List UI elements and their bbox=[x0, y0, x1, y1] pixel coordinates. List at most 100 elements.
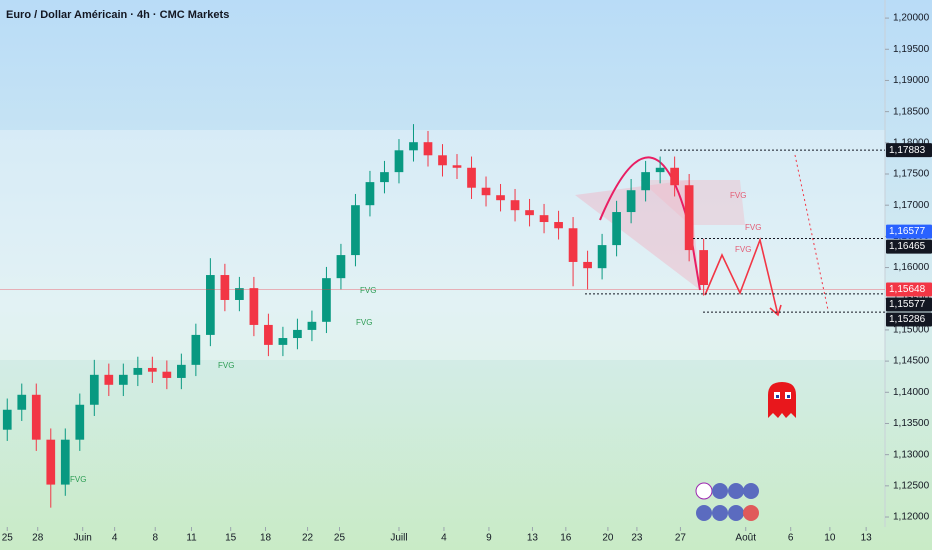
forecast-dotted bbox=[794, 154, 829, 311]
candle-body bbox=[409, 142, 418, 151]
candle-body bbox=[481, 187, 491, 196]
price-label: 1,15286 bbox=[889, 314, 926, 325]
y-tick-label: 1,19000 bbox=[893, 75, 930, 86]
x-tick-label: 4 bbox=[441, 533, 447, 544]
candle-body bbox=[249, 288, 259, 325]
candle-body bbox=[597, 245, 607, 269]
price-label: 1,16465 bbox=[889, 241, 926, 252]
candle-body bbox=[2, 409, 12, 430]
candle-body bbox=[467, 167, 476, 188]
candle-body bbox=[583, 261, 592, 269]
annotation: FVG bbox=[735, 245, 751, 254]
candle-body bbox=[438, 155, 447, 166]
candle-body bbox=[452, 165, 462, 168]
price-label-box bbox=[886, 312, 932, 327]
candle-body bbox=[307, 321, 317, 330]
annotation: FVG bbox=[745, 223, 761, 232]
candle-body bbox=[104, 374, 114, 385]
price-label-box bbox=[886, 224, 932, 239]
candle-body bbox=[510, 200, 520, 211]
candle-body bbox=[641, 172, 650, 191]
x-tick-label: 13 bbox=[861, 533, 873, 544]
event-icons bbox=[695, 482, 759, 521]
price-label: 1,15648 bbox=[889, 284, 926, 295]
candle-body bbox=[60, 439, 70, 485]
annotation: FVG bbox=[70, 475, 86, 484]
candle-body bbox=[46, 439, 56, 485]
candle-body bbox=[525, 210, 534, 216]
price-label-box bbox=[886, 239, 932, 254]
x-tick-label: 27 bbox=[675, 533, 687, 544]
chart-title: Euro / Dollar Américain · 4h · CMC Marke… bbox=[6, 9, 229, 21]
candle-body bbox=[75, 404, 85, 440]
candle-body bbox=[177, 364, 186, 378]
price-label-box bbox=[886, 282, 932, 297]
y-tick-label: 1,12500 bbox=[893, 480, 930, 491]
candle-body bbox=[133, 367, 143, 375]
annotation: FVG bbox=[360, 286, 376, 295]
x-tick-label: Juin bbox=[74, 533, 92, 544]
x-tick-label: 20 bbox=[602, 533, 614, 544]
candle-body bbox=[568, 228, 578, 262]
annotation: FVG bbox=[730, 191, 746, 200]
candle-body bbox=[118, 374, 128, 385]
x-tick-label: 13 bbox=[527, 533, 539, 544]
price-label: 1,16577 bbox=[889, 226, 926, 237]
candle-body bbox=[351, 205, 360, 256]
candle-body bbox=[655, 167, 665, 173]
candle-body bbox=[322, 278, 331, 322]
candle-body bbox=[206, 275, 215, 335]
annotation: FVG bbox=[356, 318, 372, 327]
y-tick-label: 1,15000 bbox=[893, 325, 930, 336]
candle-body bbox=[220, 275, 230, 300]
x-tick-label: 4 bbox=[112, 533, 118, 544]
annotation: FVG bbox=[218, 361, 234, 370]
candle-body bbox=[539, 215, 549, 223]
y-tick-label: 1,18000 bbox=[893, 137, 930, 148]
x-tick-label: Juill bbox=[390, 533, 407, 544]
y-tick-label: 1,14000 bbox=[893, 387, 930, 398]
x-tick-label: 25 bbox=[2, 533, 14, 544]
y-tick-label: 1,16000 bbox=[893, 262, 930, 273]
y-tick-label: 1,20000 bbox=[893, 13, 930, 24]
y-tick-label: 1,19500 bbox=[893, 44, 930, 55]
x-tick-label: 28 bbox=[32, 533, 44, 544]
x-tick-label: 9 bbox=[486, 533, 492, 544]
price-label-box bbox=[886, 297, 932, 312]
candle-body bbox=[394, 150, 404, 173]
candle-body bbox=[554, 222, 563, 229]
candle-body bbox=[147, 367, 157, 372]
candle-body bbox=[699, 250, 708, 286]
x-tick-label: 6 bbox=[788, 533, 794, 544]
y-tick-label: 1,13500 bbox=[893, 418, 930, 429]
candle-body bbox=[264, 324, 273, 345]
candle-body bbox=[365, 182, 375, 206]
x-tick-label: 10 bbox=[824, 533, 836, 544]
ghost-icon bbox=[768, 382, 796, 418]
y-tick-label: 1,14500 bbox=[893, 356, 930, 367]
candle-body bbox=[89, 374, 99, 405]
candle-body bbox=[670, 167, 679, 186]
arrow-head bbox=[769, 304, 782, 317]
x-tick-label: 22 bbox=[302, 533, 314, 544]
y-tick-label: 1,12000 bbox=[893, 512, 930, 523]
candle-body bbox=[278, 338, 288, 345]
x-tick-label: 25 bbox=[334, 533, 346, 544]
candle-body bbox=[626, 190, 636, 213]
candle-body bbox=[162, 371, 172, 378]
candle-body bbox=[31, 394, 41, 440]
candle-body bbox=[380, 172, 389, 183]
x-tick-label: Août bbox=[735, 533, 756, 544]
candle-body bbox=[17, 394, 27, 410]
y-tick-label: 1,13000 bbox=[893, 449, 930, 460]
candle-body bbox=[423, 142, 433, 156]
x-tick-label: 15 bbox=[225, 533, 237, 544]
forecast-path bbox=[704, 237, 779, 316]
price-label: 1,17883 bbox=[889, 145, 926, 156]
y-tick-label: 1,17000 bbox=[893, 200, 930, 211]
x-tick-label: 18 bbox=[260, 533, 272, 544]
price-label-box bbox=[886, 143, 932, 158]
